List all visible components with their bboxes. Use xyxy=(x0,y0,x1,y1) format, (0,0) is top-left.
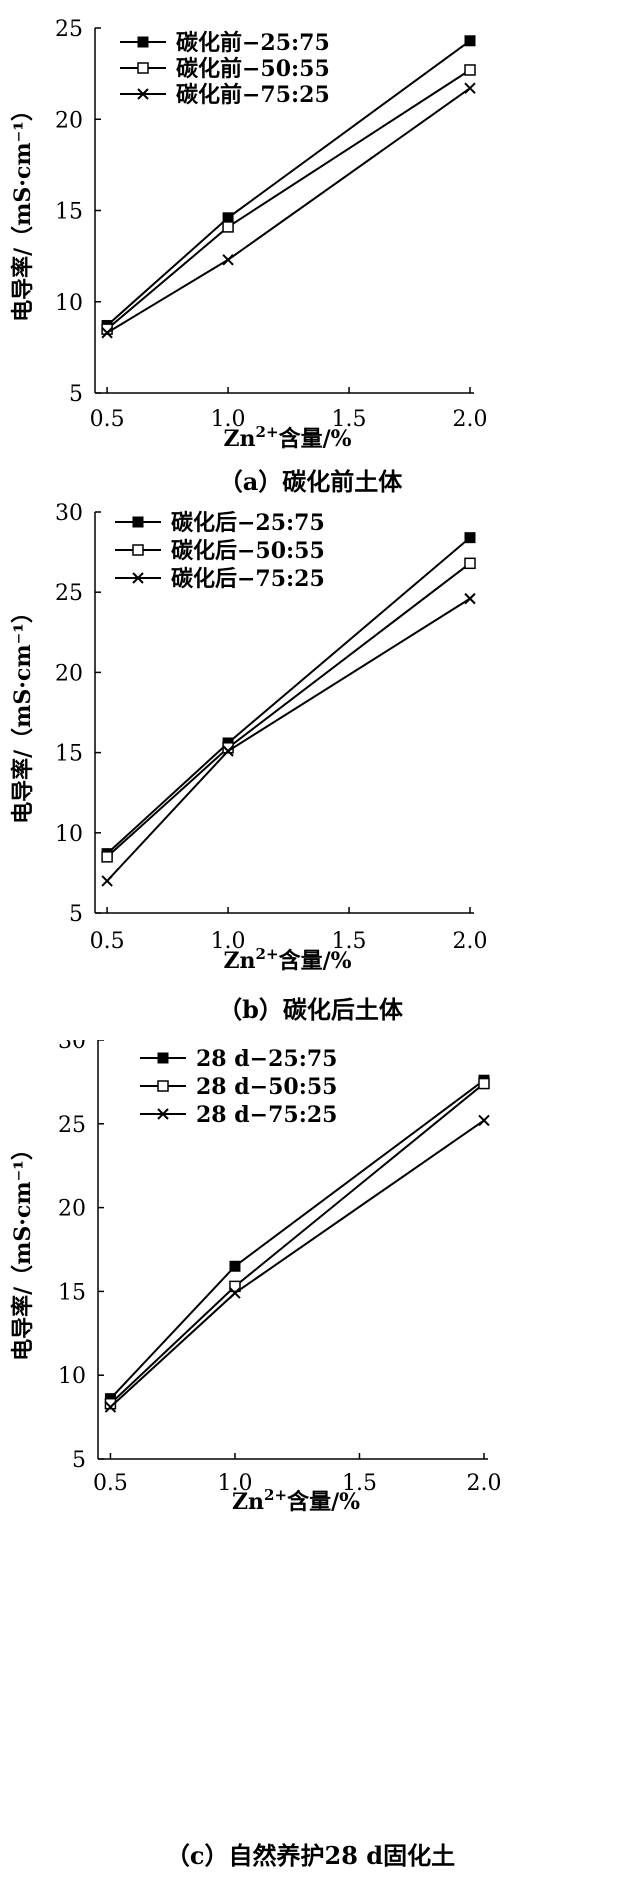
chart-a-y-tick-label-1: 5 xyxy=(69,382,83,407)
chart-a-y-tick-label-4: 20 xyxy=(55,108,83,133)
chart-a-legend-marker-1 xyxy=(137,36,149,48)
chart-panel-c: 5 10 15 20 25 30 0.5 1.0 1.5 2.0 Zn2+含量/% 电导率/（mS·c… xyxy=(0,1029,621,1889)
chart-a-x-tick-label-3: 1.5 xyxy=(332,407,367,432)
chart-b-series-2-point-3 xyxy=(464,557,476,570)
chart-b-legend-marker-2 xyxy=(132,544,144,556)
chart-c-x-tick-label-4: 2.0 xyxy=(467,1471,502,1496)
chart-c-series-3-point-2 xyxy=(229,1287,241,1299)
chart-b-legend-label-1: 碳化后−25:75 xyxy=(171,510,325,536)
chart-b-y-tick-label-6: 30 xyxy=(55,501,83,526)
chart-b-series-3-point-3 xyxy=(464,592,476,605)
chart-c-legend-label-2: 28 d−50:55 xyxy=(196,1074,337,1100)
chart-b-caption: （b）碳化后土体 xyxy=(218,995,403,1024)
chart-a-series-1-point-3 xyxy=(464,35,476,47)
chart-a-legend-item-2: 碳化前−50:55 xyxy=(120,56,330,82)
chart-b-series-1-point-3 xyxy=(464,532,476,544)
chart-c-y-tick-label-4: 20 xyxy=(58,1197,86,1222)
chart-b-y-tick-label-2: 10 xyxy=(55,822,83,847)
chart-c-y-tick-label-3: 15 xyxy=(58,1280,86,1305)
chart-a-y-axis-label: 电导率/（mS·cm⁻¹） xyxy=(10,99,36,322)
chart-c-legend-label-3: 28 d−75:25 xyxy=(196,1102,337,1128)
chart-a-series-3-point-1 xyxy=(101,327,113,339)
chart-c-x-tick-label-1: 0.5 xyxy=(93,1471,128,1496)
chart-a-series-3-point-2 xyxy=(222,254,234,266)
chart-c-series-2-point-2 xyxy=(229,1280,241,1293)
chart-b-legend-item-2: 碳化后−50:55 xyxy=(115,538,325,564)
chart-a-legend-label-2: 碳化前−50:55 xyxy=(176,56,330,82)
chart-a-x-tick-label-2: 1.0 xyxy=(211,407,246,432)
chart-b-legend-marker-3 xyxy=(132,572,144,584)
chart-a-x-tick-label-1: 0.5 xyxy=(90,407,125,432)
chart-a-plot: 5 10 15 20 25 0.5 1.0 1.5 2.0 Zn2+含量/% 电导率/（mS·cm⁻… xyxy=(10,17,488,452)
chart-c-legend-item-1: 28 d−25:75 xyxy=(140,1046,337,1072)
chart-a-legend-label-3: 碳化前−75:25 xyxy=(176,82,330,108)
chart-c-y-tick-label-1: 5 xyxy=(72,1448,86,1473)
chart-b-series-2-line xyxy=(106,562,471,858)
chart-c-x-tick-label-2: 1.0 xyxy=(217,1471,252,1496)
chart-b-series-3-point-1 xyxy=(101,875,113,887)
chart-c-y-axis-label: 电导率/（mS·cm⁻¹） xyxy=(10,1138,36,1361)
chart-b-x-axis-label: Zn2+含量/% xyxy=(223,945,351,974)
chart-a-legend-marker-2 xyxy=(137,62,149,74)
chart-c-series-1-point-2 xyxy=(229,1260,241,1272)
chart-b-legend-label-3: 碳化后−75:25 xyxy=(171,566,325,592)
chart-c-series-3-point-1 xyxy=(104,1401,117,1413)
chart-b-y-axis-label: 电导率/（mS·cm⁻¹） xyxy=(10,601,36,824)
chart-a-legend-item-3: 碳化前−75:25 xyxy=(120,82,330,108)
chart-a-series-2-point-2 xyxy=(222,221,234,233)
chart-a-series-2-line xyxy=(106,69,471,330)
chart-b-x-tick-label-3: 1.5 xyxy=(332,929,367,954)
chart-a-legend-marker-3 xyxy=(137,88,149,100)
chart-panel-a: 5 10 15 20 25 0.5 1.0 1.5 2.0 Zn2+含量/% 电导率/（mS·cm⁻… xyxy=(0,0,621,500)
chart-c-legend-marker-1 xyxy=(157,1052,169,1064)
chart-c-legend-marker-2 xyxy=(157,1080,169,1092)
chart-a-y-tick-label-5: 25 xyxy=(55,17,83,42)
chart-b-series-3-line xyxy=(106,597,471,882)
chart-c-series-2-point-3 xyxy=(478,1077,490,1090)
chart-b-y-tick-label-4: 20 xyxy=(55,661,83,686)
chart-a-series-3-point-3 xyxy=(464,82,476,94)
chart-a-y-tick-label-2: 10 xyxy=(55,291,83,316)
chart-b-y-tick-label-3: 15 xyxy=(55,742,83,767)
chart-c-legend-item-2: 28 d−50:55 xyxy=(140,1074,337,1100)
chart-c-y-tick-label-2: 10 xyxy=(58,1364,86,1389)
chart-c-y-tick-label-5: 25 xyxy=(58,1113,86,1138)
chart-c-caption: （c）自然养护28 d固化土 xyxy=(165,1841,456,1870)
chart-b-x-tick-label-2: 1.0 xyxy=(211,929,246,954)
chart-a-legend-item-1: 碳化前−25:75 xyxy=(120,30,330,56)
chart-b-legend-label-2: 碳化后−50:55 xyxy=(171,538,325,564)
chart-b-y-tick-label-5: 25 xyxy=(55,581,83,606)
chart-b-series-3-point-2 xyxy=(222,745,234,757)
chart-c-legend-item-3: 28 d−75:25 xyxy=(140,1102,337,1128)
chart-b-legend-item-3: 碳化后−75:25 xyxy=(115,566,325,592)
chart-a-x-tick-label-4: 2.0 xyxy=(453,407,488,432)
chart-b-legend-marker-1 xyxy=(132,516,144,528)
chart-c-series-3-line xyxy=(109,1119,485,1408)
chart-a-legend-label-1: 碳化前−25:75 xyxy=(176,30,330,56)
chart-panel-b: 5 10 15 20 25 30 0.5 1.0 1.5 2.0 Zn2+含量/% 电导率/（mS·c… xyxy=(0,500,621,1030)
chart-b-legend-item-1: 碳化后−25:75 xyxy=(115,510,325,536)
chart-a-y-tick-label-3: 15 xyxy=(55,200,83,225)
chart-b-x-tick-label-4: 2.0 xyxy=(453,929,488,954)
chart-a-series-2-point-3 xyxy=(464,64,476,76)
chart-b-x-tick-label-1: 0.5 xyxy=(90,929,125,954)
chart-c-x-axis-label: Zn2+含量/% xyxy=(232,1486,360,1515)
chart-c-series-3-point-3 xyxy=(478,1114,490,1127)
chart-b-series-2-point-1 xyxy=(101,851,113,863)
chart-a-x-axis-label: Zn2+含量/% xyxy=(223,423,351,452)
chart-c-legend-marker-3 xyxy=(157,1108,169,1120)
chart-b-y-tick-label-1: 5 xyxy=(69,902,83,927)
chart-c-x-tick-label-3: 1.5 xyxy=(342,1471,377,1496)
chart-b-plot: 5 10 15 20 25 30 0.5 1.0 1.5 2.0 Zn2+含量/% 电导率/（mS·c… xyxy=(10,501,488,974)
chart-c-legend-label-1: 28 d−25:75 xyxy=(196,1046,337,1072)
chart-c-plot: 5 10 15 20 25 30 0.5 1.0 1.5 2.0 Zn2+含量/% 电导率/（mS·c… xyxy=(10,1029,502,1515)
chart-a-caption: （a）碳化前土体 xyxy=(218,467,403,496)
chart-c-y-tick-label-6: 30 xyxy=(58,1040,86,1054)
chart-a-series-3-line xyxy=(106,87,471,334)
